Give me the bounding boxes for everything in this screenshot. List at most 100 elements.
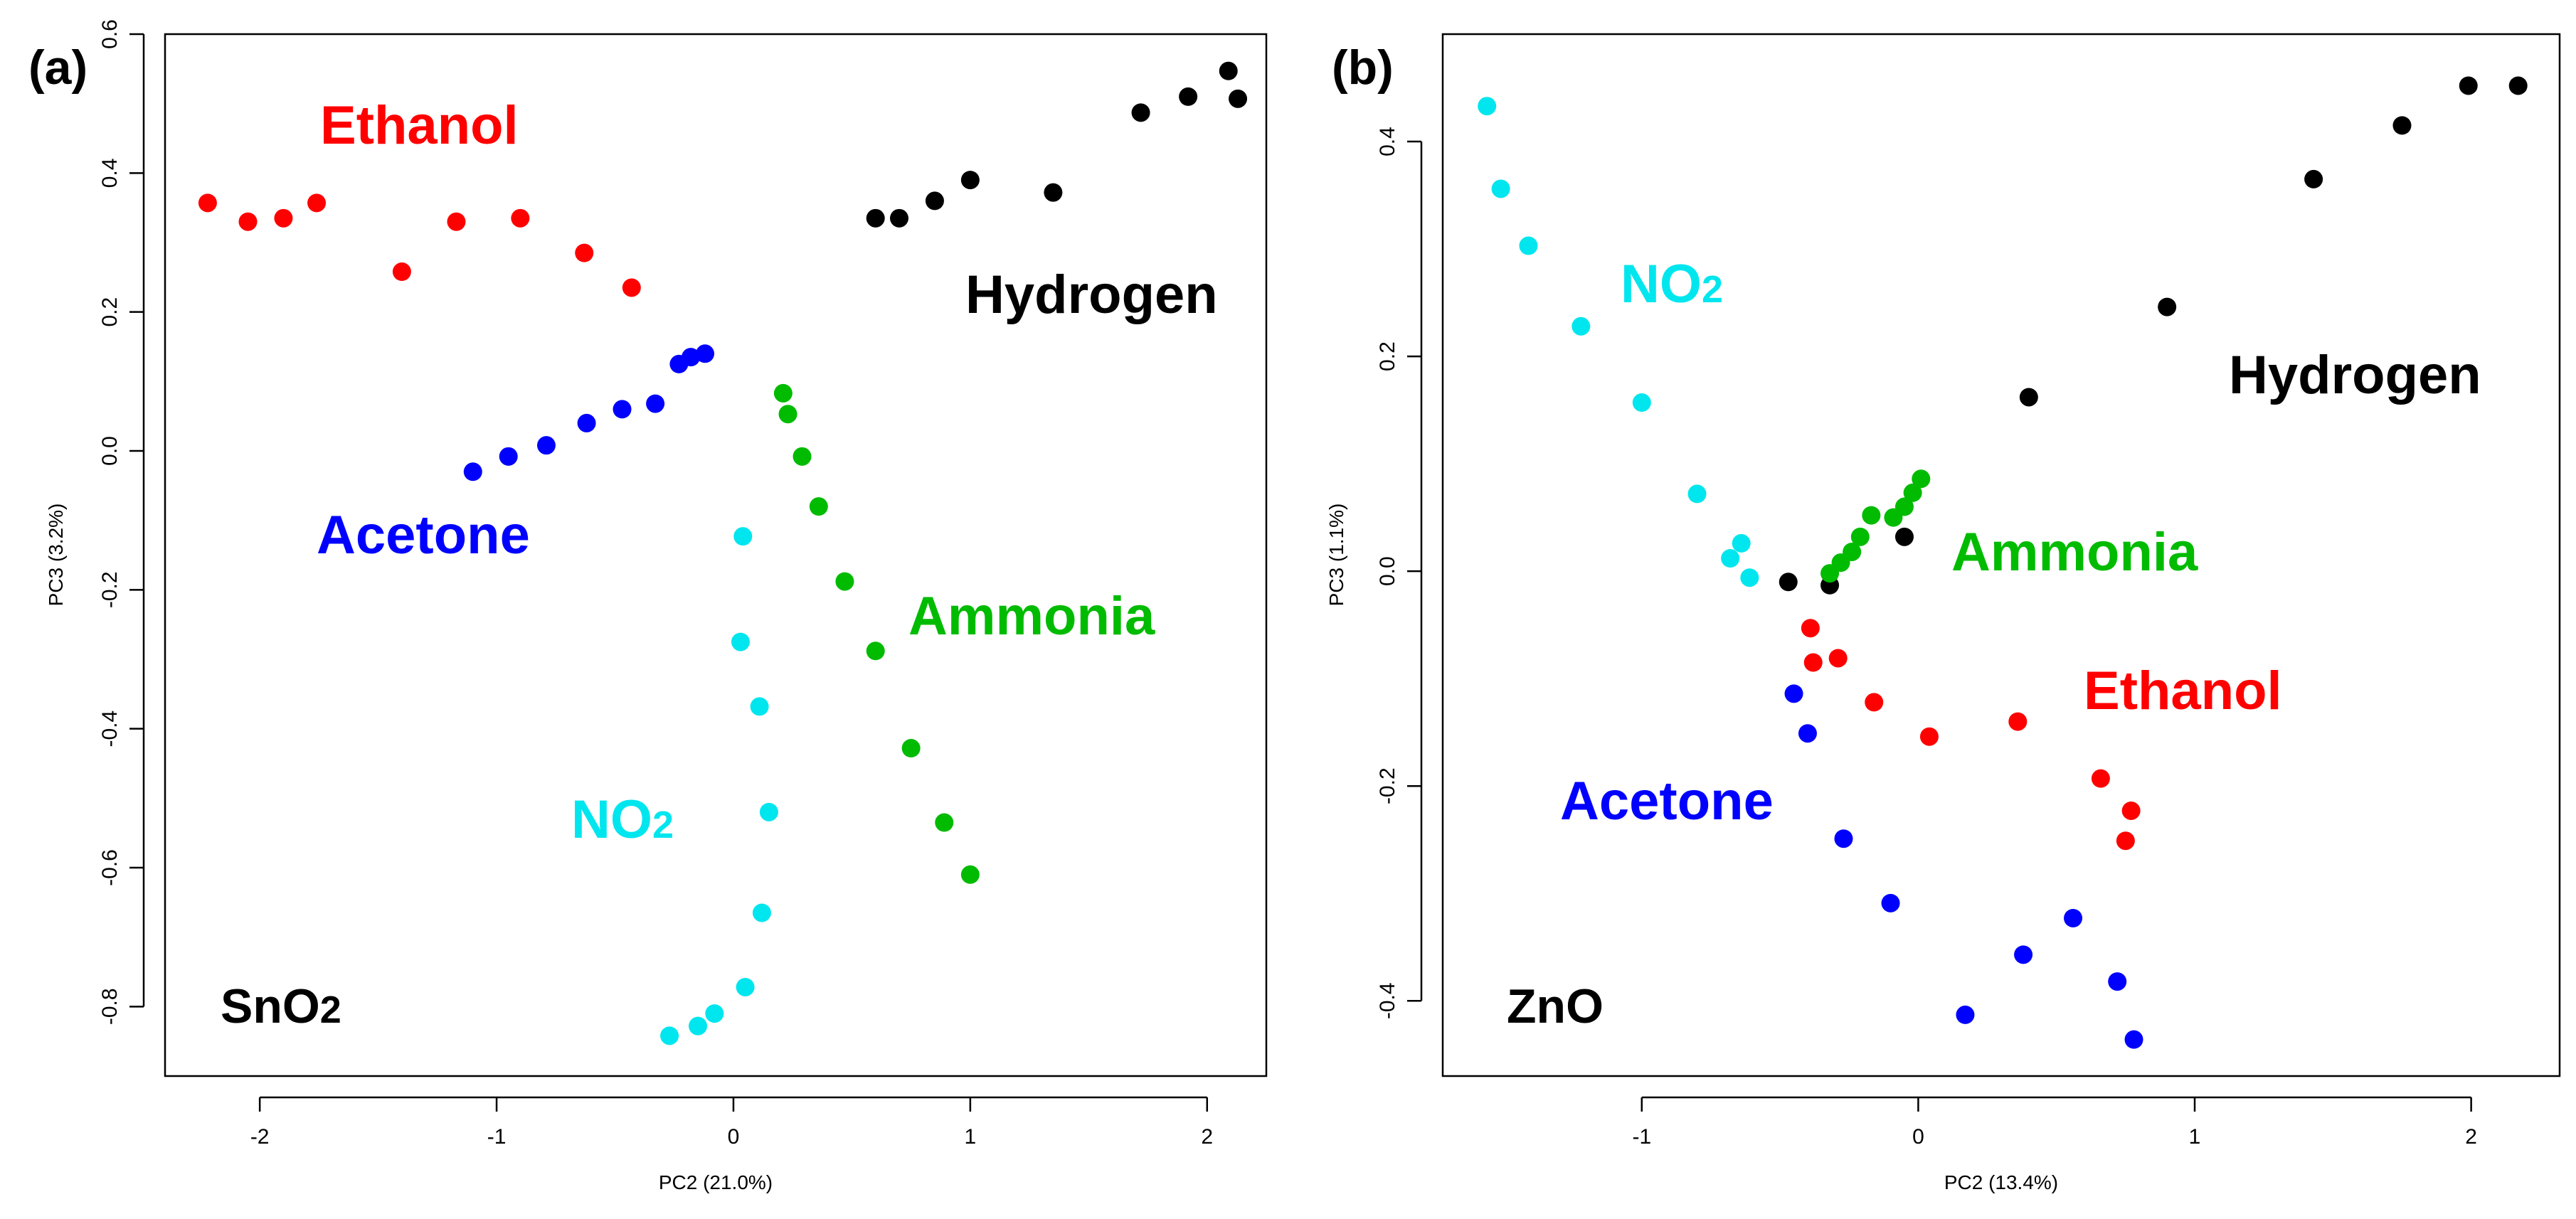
- panel-a-point-no2: [731, 632, 750, 651]
- panel-a-label-no2: NO2: [571, 789, 674, 850]
- panel-a-point-no2: [705, 1004, 724, 1023]
- panel-a-point-no2: [750, 697, 769, 716]
- panel-b-y-tick-label: 0.4: [1376, 127, 1399, 156]
- panel-a-point-no2: [689, 1016, 708, 1036]
- panel-b-frame: [1441, 33, 2561, 1077]
- panel-b-point-no2: [1732, 533, 1751, 553]
- panel-b-x-tick-label: 0: [1912, 1125, 1924, 1149]
- panel-a-y-tick-label: 0.2: [98, 297, 122, 327]
- panel-b-plot: -1 0 1 2 -0.4 -0.2 0.0 0.2 0.4 PC2 (13.4%) PC3 …: [1325, 33, 2561, 1193]
- panel-b-point-ethanol: [2116, 831, 2135, 851]
- panel-b-point-ethanol: [2121, 801, 2141, 820]
- panel-b-y-axis-label: PC3 (1.1%): [1325, 504, 1347, 607]
- panel-b-point-ammonia: [1903, 483, 1922, 502]
- panel-a-point-ammonia: [866, 642, 885, 661]
- panel-a-point-ammonia: [773, 383, 793, 403]
- panel-b-point-acetone: [1798, 724, 1817, 743]
- panel-a-point-acetone: [613, 400, 632, 419]
- panel-b-point-ammonia: [1894, 497, 1914, 516]
- panel-b-y-tick-label: -0.4: [1376, 982, 1399, 1019]
- panel-a-point-hydrogen: [1044, 183, 1063, 202]
- panel-a-point-acetone: [536, 436, 556, 455]
- panel-b-point-ammonia: [1912, 469, 1931, 489]
- panel-a-x-tick-label: 1: [965, 1125, 977, 1149]
- panel-b-point-no2: [1740, 568, 1759, 587]
- panel-b-point-no2: [1478, 97, 1497, 116]
- panel-b-point-acetone: [1834, 829, 1853, 848]
- panel-a-point-ammonia: [835, 572, 854, 591]
- panel-b-label-hydrogen: Hydrogen: [2229, 345, 2481, 405]
- panel-b-label-acetone: Acetone: [1560, 771, 1774, 831]
- panel-b-point-hydrogen: [1779, 573, 1798, 592]
- panel-a-point-acetone: [646, 394, 665, 413]
- panel-b-point-acetone: [2108, 972, 2127, 991]
- panel-a-panel-label: (a): [28, 41, 88, 95]
- panel-a-material-label: SnO2: [221, 979, 341, 1033]
- panel-b-point-acetone: [2124, 1030, 2143, 1049]
- panel-b-point-no2: [1687, 484, 1707, 504]
- panel-b-x-tick-label: -1: [1632, 1125, 1651, 1149]
- panel-a-y-tick-label: -0.8: [98, 988, 122, 1025]
- panel-b-point-hydrogen: [2508, 76, 2528, 95]
- panel-b-x-tick-label: 2: [2465, 1125, 2477, 1149]
- panel-b-point-ammonia: [1862, 506, 1881, 525]
- panel-a-y-tick-label: 0.4: [98, 158, 122, 188]
- panel-b-label-no2: NO2: [1621, 254, 1723, 314]
- panel-a-plot: -2 -1 0 1 2 -0.8 -0.6 -0.4 -0.2 0.0 0.2 0.4 0.6 PC2…: [28, 19, 1268, 1193]
- panel-b-point-ethanol: [1865, 693, 1884, 712]
- panel-a-point-ethanol: [198, 193, 217, 213]
- panel-b-point-acetone: [1881, 893, 1900, 912]
- panel-a-point-hydrogen: [1131, 103, 1150, 122]
- panel-b-point-hydrogen: [2459, 76, 2478, 95]
- panel-a-label-acetone: Acetone: [317, 505, 530, 565]
- panel-b-point-no2: [1491, 179, 1510, 198]
- panel-a-point-ethanol: [511, 208, 530, 228]
- panel-b-x-tick-label: 1: [2189, 1125, 2201, 1149]
- panel-b-y-tick-label: 0.2: [1376, 341, 1399, 371]
- panel-b-material-label: ZnO: [1507, 979, 1604, 1033]
- panel-a-point-no2: [733, 527, 753, 546]
- panel-b-y-tick-label: 0.0: [1376, 556, 1399, 586]
- panel-b-point-ethanol: [2091, 769, 2110, 788]
- panel-a-label-ammonia: Ammonia: [908, 586, 1155, 646]
- panel-a-y-tick-label: -0.2: [98, 571, 122, 608]
- panel-a-frame: [164, 33, 1268, 1077]
- panel-a-point-ammonia: [809, 497, 828, 516]
- panel-a-point-ethanol: [447, 212, 466, 231]
- panel-a-point-no2: [759, 802, 778, 821]
- panel-a-point-ammonia: [793, 447, 812, 466]
- panel-b-point-ammonia: [1843, 542, 1862, 561]
- panel-a-y-tick-label: -0.6: [98, 849, 122, 886]
- panel-b-point-no2: [1721, 549, 1740, 568]
- panel-b-point-acetone: [1784, 684, 1803, 703]
- panel-a-x-ticks: -2 -1 0 1 2: [250, 1096, 1213, 1149]
- panel-a-point-hydrogen: [960, 171, 980, 190]
- panel-b-y-ticks: -0.4 -0.2 0.0 0.2 0.4: [1376, 127, 1423, 1019]
- panel-a-point-ethanol: [392, 262, 411, 282]
- panel-a-point-hydrogen: [1229, 89, 1248, 108]
- panel-b-point-no2: [1519, 236, 1538, 255]
- panel-a-x-tick-label: 0: [728, 1125, 740, 1149]
- panel-a-y-tick-label: 0.0: [98, 436, 122, 466]
- panel-a-point-hydrogen: [1179, 87, 1198, 106]
- panel-b-point-hydrogen: [2304, 169, 2323, 188]
- panel-a-point-acetone: [682, 348, 701, 367]
- panel-b-point-hydrogen: [2019, 388, 2038, 407]
- panel-a-point-acetone: [577, 413, 596, 432]
- panel-a-point-no2: [736, 977, 755, 996]
- panel-b-x-ticks: -1 0 1 2: [1632, 1096, 2477, 1149]
- panel-b-y-tick-label: -0.2: [1376, 767, 1399, 804]
- panel-a-point-hydrogen: [925, 191, 944, 211]
- panel-a-point-hydrogen: [890, 208, 908, 228]
- panel-a-point-no2: [660, 1026, 679, 1045]
- panel-a-x-tick-label: 2: [1201, 1125, 1213, 1149]
- panel-a-point-hydrogen: [866, 208, 885, 228]
- panel-a-point-ethanol: [307, 193, 327, 213]
- panel-a-point-acetone: [696, 344, 715, 363]
- panel-b-point-hydrogen: [2158, 297, 2177, 316]
- panel-b-point-ammonia: [1850, 527, 1870, 546]
- panel-a-point-ethanol: [622, 278, 641, 297]
- panel-a-point-ammonia: [901, 739, 921, 758]
- panel-b-x-axis-label: PC2 (13.4%): [1944, 1171, 2058, 1193]
- panel-a-y-tick-label: -0.4: [98, 710, 122, 747]
